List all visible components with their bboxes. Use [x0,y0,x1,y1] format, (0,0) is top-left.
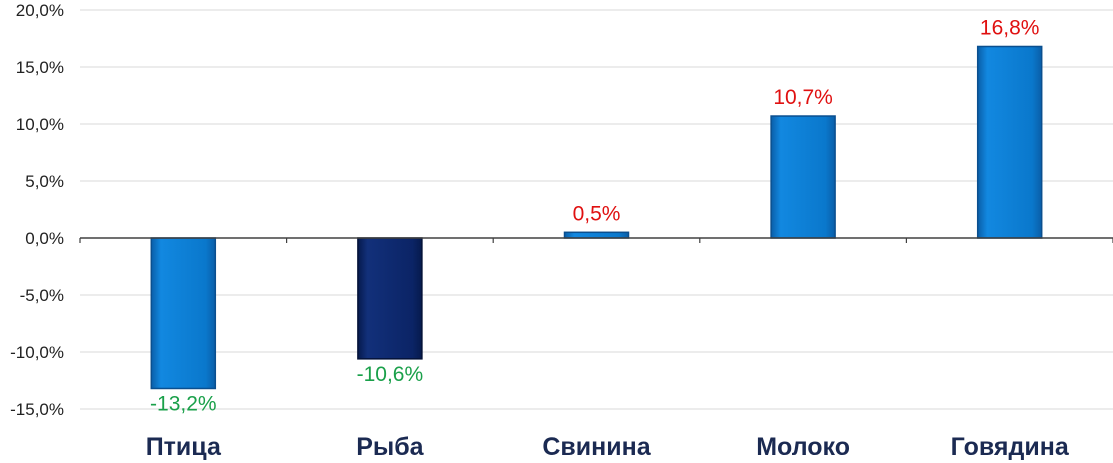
y-tick-label: 5,0% [25,172,64,191]
bar-3 [563,231,630,239]
y-axis-tick-labels: 20,0% 15,0% 10,0% 5,0% 0,0% -5,0% -10,0% -15,0% [10,1,64,419]
y-tick-label: 20,0% [16,1,64,20]
bar-4 [770,115,836,239]
y-tick-label: -5,0% [20,286,64,305]
bars [150,45,1043,390]
gridlines [80,9,1113,410]
category-label: Свинина [542,433,651,461]
category-label: Птица [146,433,222,461]
y-tick-label: 0,0% [25,229,64,248]
y-tick-label: -10,0% [10,343,64,362]
y-tick-label: 10,0% [16,115,64,134]
bar-1 [150,237,217,390]
data-label: -13,2% [150,392,217,415]
data-labels: -13,2% -10,6% 0,5% 10,7% 16,8% [150,16,1039,415]
data-label: -10,6% [357,363,424,386]
data-label: 10,7% [773,86,833,109]
y-tick-label: -15,0% [10,400,64,419]
bar-2 [357,237,423,360]
category-label: Молоко [756,433,850,461]
data-label: 16,8% [980,16,1040,39]
y-tick-label: 15,0% [16,58,64,77]
data-label: 0,5% [573,202,621,225]
category-label: Говядина [951,433,1070,461]
x-axis [79,237,1113,243]
category-label: Рыба [356,433,424,461]
bar-5 [976,45,1043,239]
x-axis-category-labels: Птица Рыба Свинина Молоко Говядина [146,433,1070,461]
